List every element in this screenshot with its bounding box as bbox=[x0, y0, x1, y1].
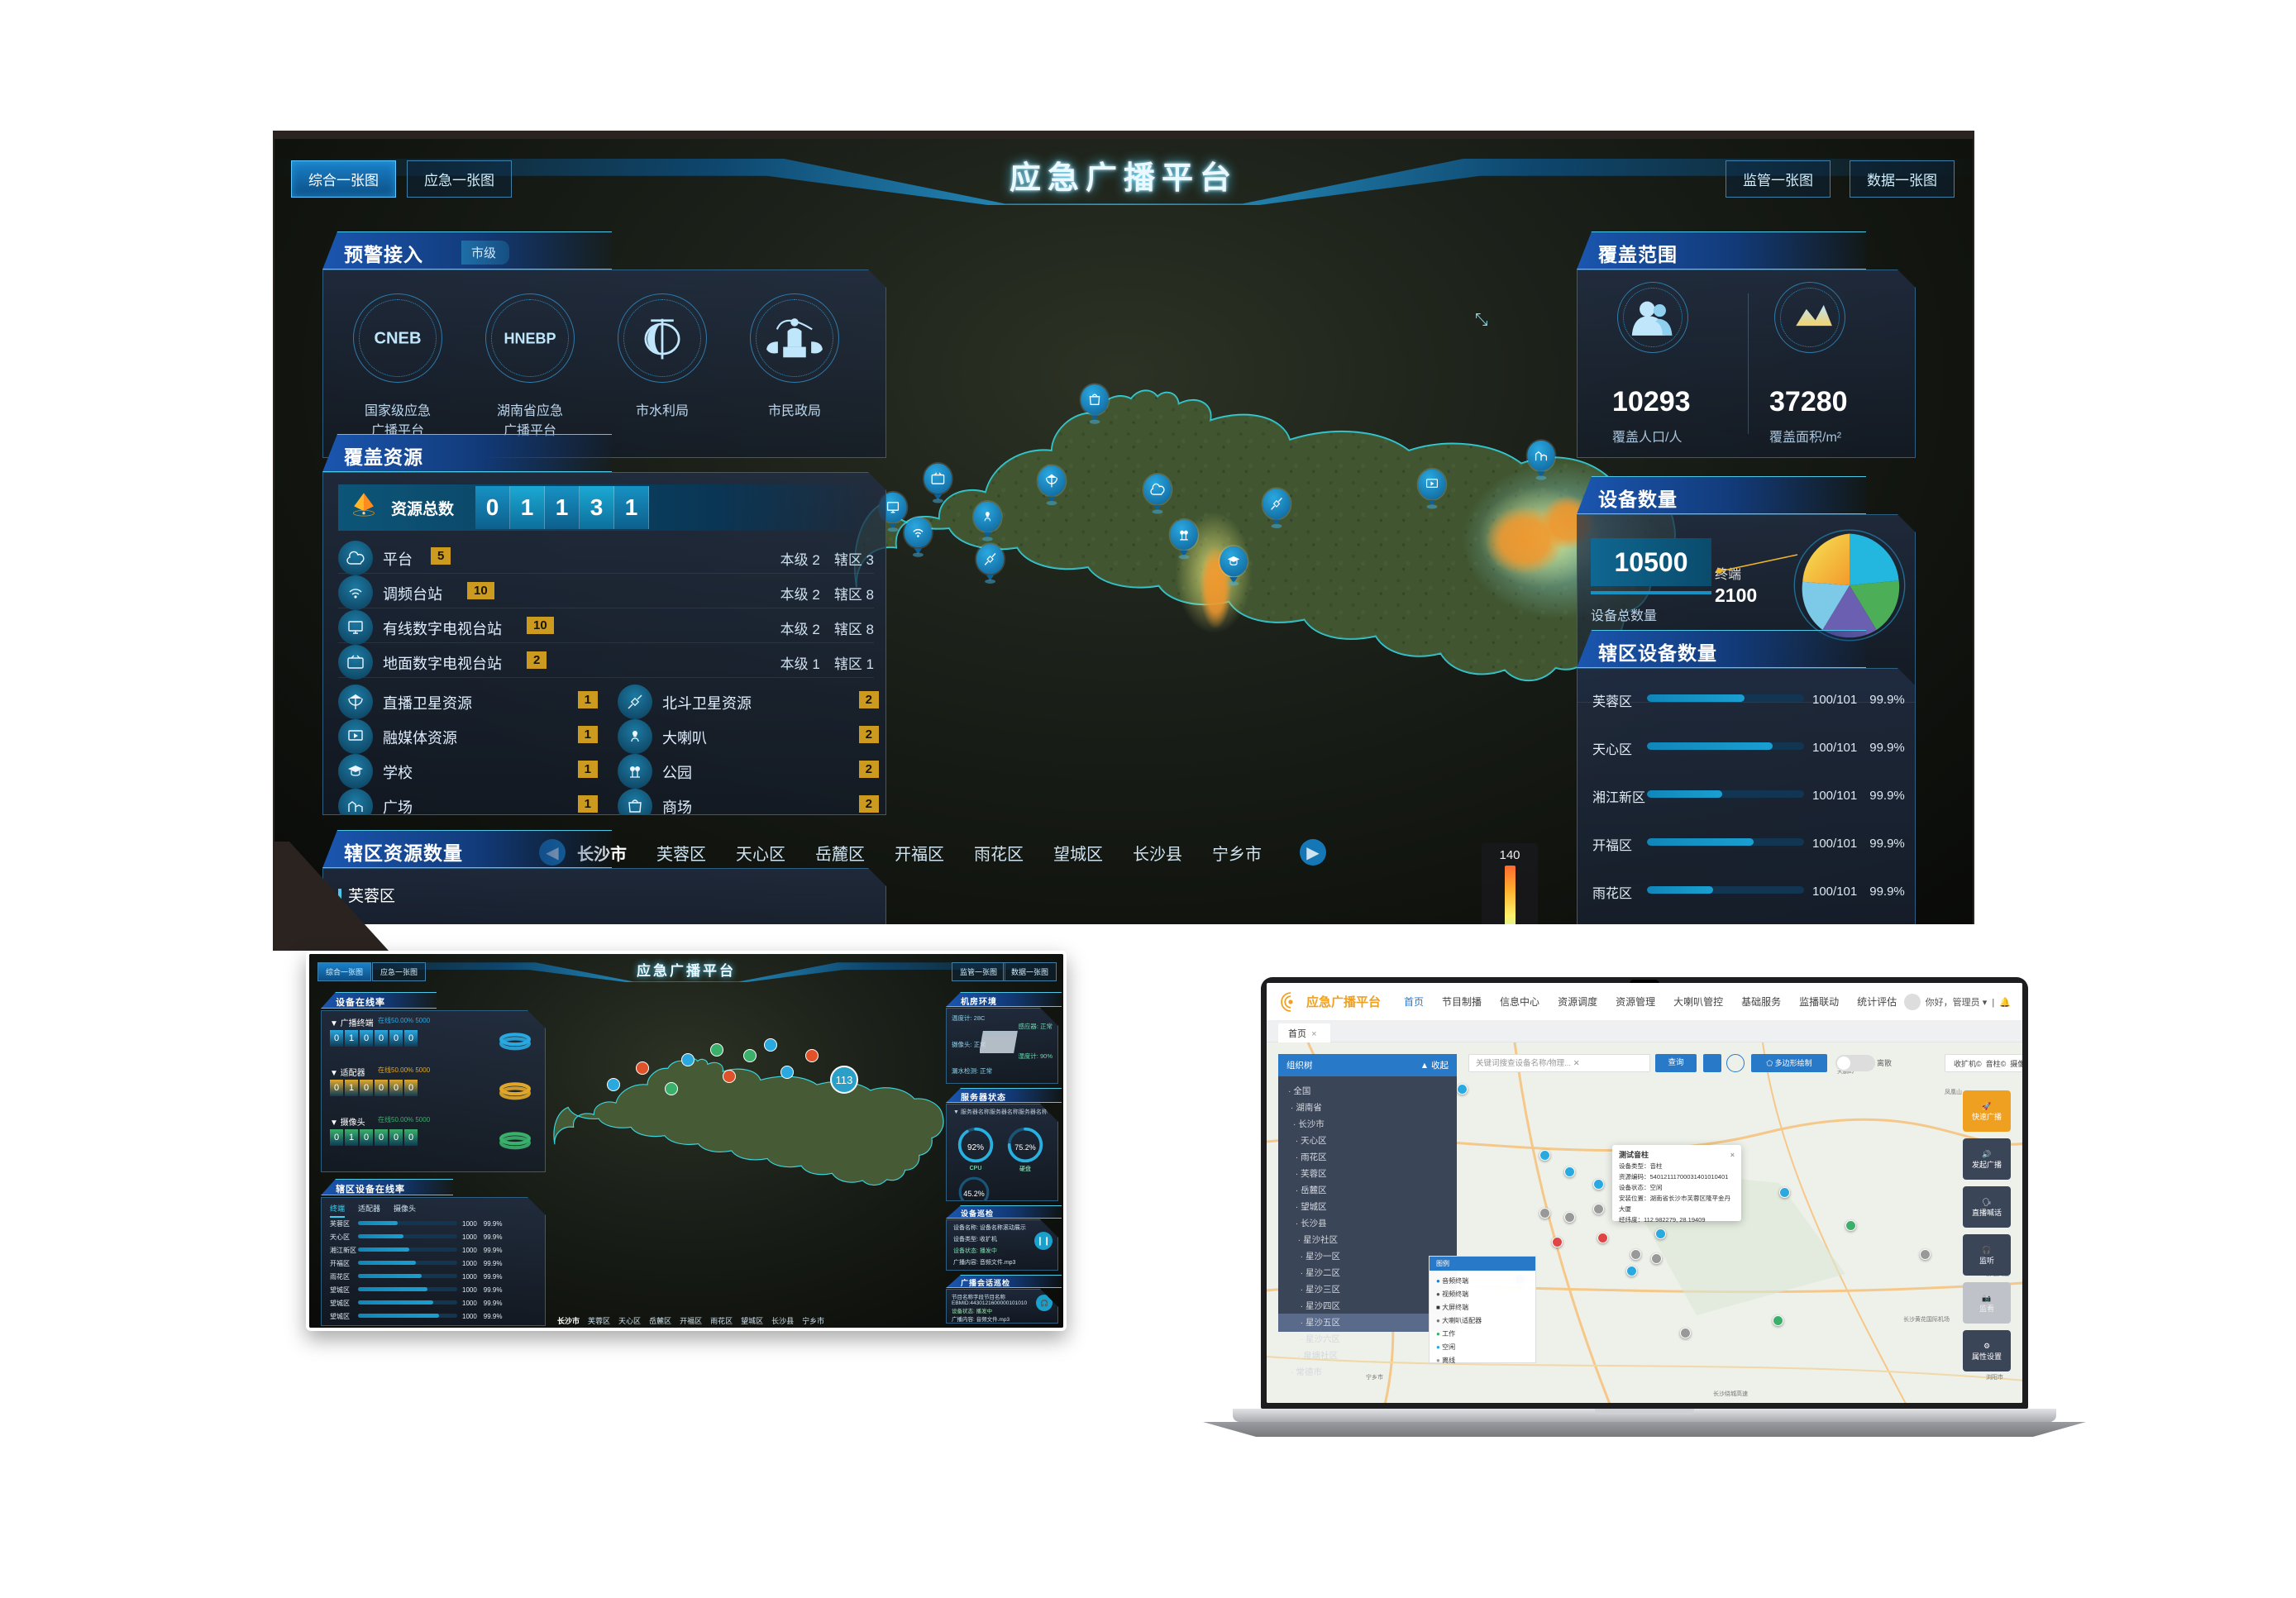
svg-text:HNEBP: HNEBP bbox=[504, 330, 556, 346]
svg-text:CNEB: CNEB bbox=[374, 329, 421, 347]
